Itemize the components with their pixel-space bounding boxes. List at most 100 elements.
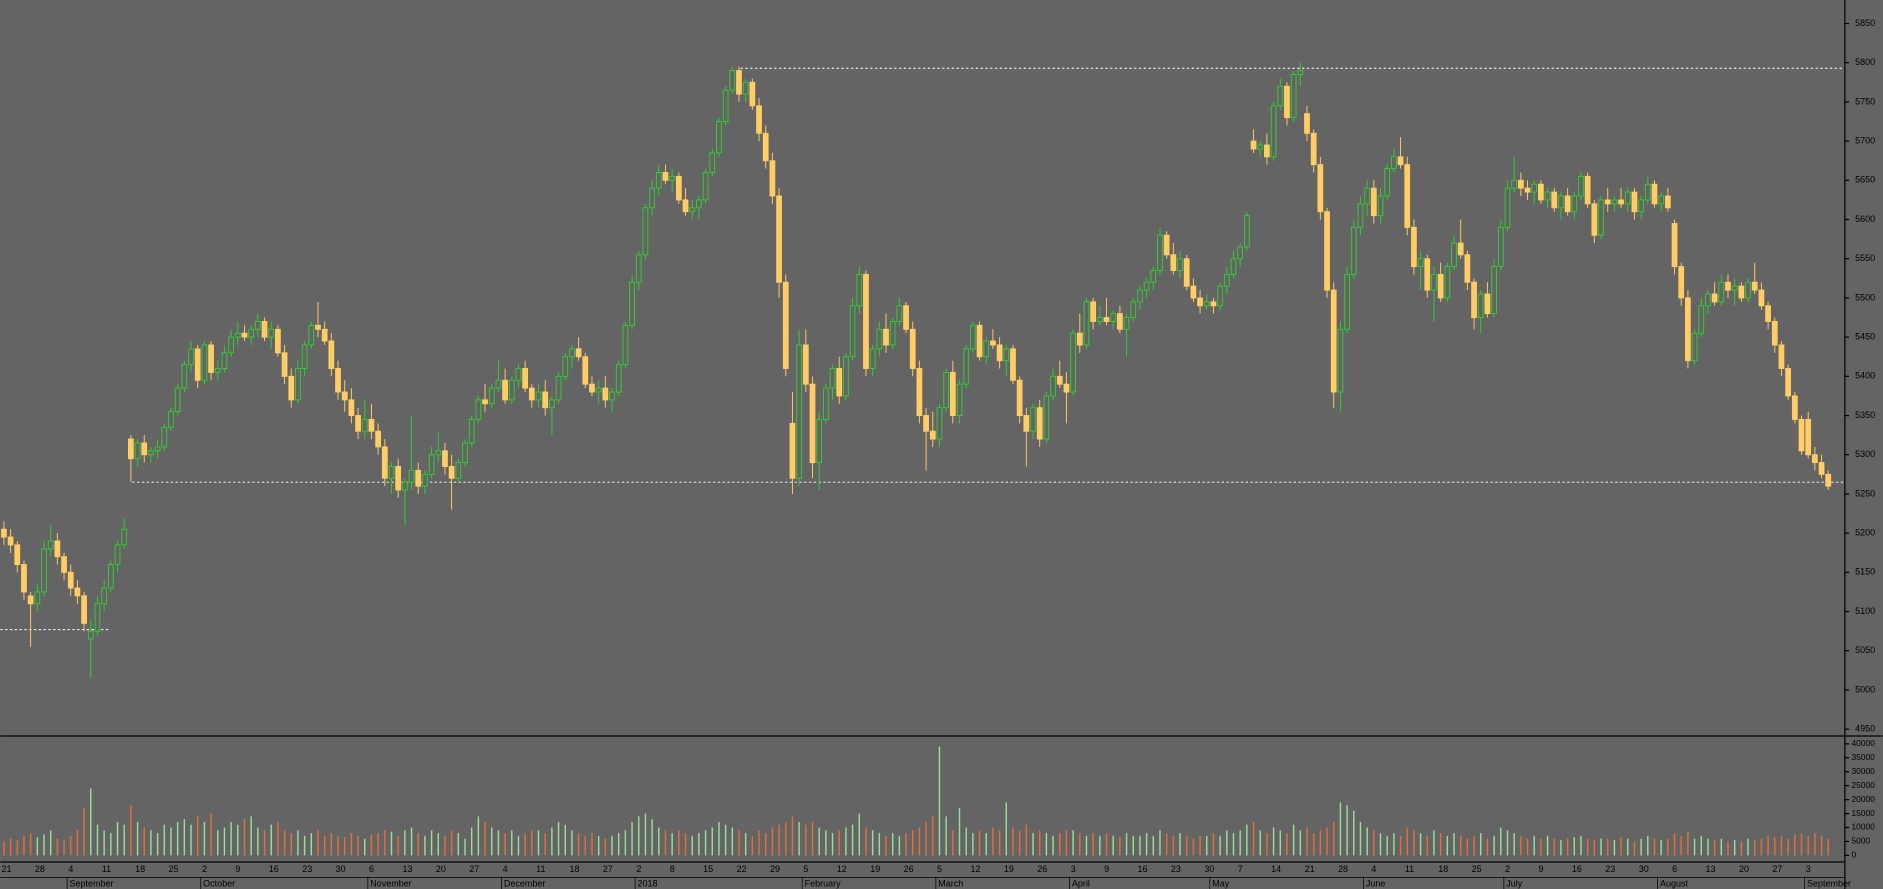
volume-bar bbox=[1593, 840, 1596, 856]
volume-bar bbox=[878, 833, 881, 856]
volume-bar bbox=[430, 830, 433, 856]
candle-body bbox=[1484, 293, 1491, 315]
x-tick-label: 26 bbox=[1037, 864, 1047, 874]
candle-body bbox=[395, 466, 402, 491]
candle-body bbox=[863, 273, 869, 369]
candle-body bbox=[94, 603, 101, 632]
volume-bar bbox=[651, 819, 653, 856]
volume-bar bbox=[290, 833, 292, 856]
x-tick-label: 11 bbox=[536, 864, 545, 874]
candle-body bbox=[562, 356, 569, 377]
x-tick-label: 5 bbox=[803, 864, 808, 874]
x-tick-label: 28 bbox=[1338, 864, 1348, 874]
candle-body bbox=[1504, 187, 1511, 228]
volume-bar bbox=[851, 824, 854, 856]
volume-bar bbox=[631, 821, 633, 856]
volume-bar bbox=[116, 821, 119, 856]
volume-bar bbox=[758, 830, 760, 856]
volume-bar bbox=[1272, 827, 1275, 856]
candle-body bbox=[168, 411, 174, 428]
candle-body bbox=[716, 121, 722, 154]
volume-bar bbox=[1566, 838, 1569, 856]
volume-bar bbox=[103, 830, 105, 856]
volume-bar bbox=[16, 840, 18, 856]
volume-bar bbox=[190, 824, 192, 856]
candle-body bbox=[148, 450, 154, 456]
volume-bar bbox=[891, 833, 894, 856]
volume-bar bbox=[1353, 810, 1355, 856]
candle-body bbox=[21, 564, 27, 593]
volume-bar bbox=[1326, 827, 1328, 856]
candle-body bbox=[1811, 454, 1818, 464]
candle-body bbox=[1036, 407, 1043, 440]
candle-body bbox=[488, 387, 495, 405]
x-tick-label: 23 bbox=[1171, 864, 1181, 874]
candle-body bbox=[275, 328, 281, 354]
volume-bar bbox=[330, 833, 333, 856]
candle-body bbox=[1063, 383, 1070, 393]
volume-bar bbox=[537, 830, 540, 856]
x-tick-label: 21 bbox=[1305, 864, 1315, 874]
candle-body bbox=[214, 368, 221, 373]
candle-body bbox=[1524, 187, 1531, 193]
volume-bar bbox=[1306, 827, 1308, 856]
volume-bar bbox=[1399, 835, 1402, 856]
volume-bar bbox=[684, 833, 687, 856]
candle-body bbox=[575, 348, 582, 358]
volume-bar bbox=[457, 833, 460, 856]
volume-bar bbox=[1520, 835, 1522, 856]
candle-body bbox=[1076, 332, 1083, 346]
volume-bar bbox=[230, 821, 232, 856]
candle-body bbox=[401, 481, 408, 491]
candle-body bbox=[208, 344, 214, 373]
candle-body bbox=[1544, 191, 1551, 201]
volume-bar bbox=[1059, 833, 1061, 856]
volume-panel bbox=[3, 746, 1829, 856]
candle-body bbox=[428, 454, 435, 475]
x-tick-label: 7 bbox=[1238, 864, 1243, 874]
candle-body bbox=[1337, 328, 1344, 393]
volume-bar bbox=[885, 835, 887, 856]
candle-body bbox=[1778, 344, 1785, 369]
volume-bar bbox=[1727, 841, 1729, 856]
candle-body bbox=[809, 383, 816, 464]
volume-bar bbox=[1045, 833, 1048, 856]
x-tick-label: 19 bbox=[1004, 864, 1014, 874]
volume-bar bbox=[1072, 830, 1074, 856]
volume-bar bbox=[1252, 821, 1255, 856]
volume-bar bbox=[1139, 835, 1141, 856]
volume-bar bbox=[1012, 827, 1014, 856]
candle-body bbox=[903, 305, 909, 330]
volume-bar bbox=[551, 827, 553, 856]
candle-body bbox=[936, 407, 943, 440]
volume-bar bbox=[377, 833, 379, 856]
candle-body bbox=[1818, 462, 1825, 475]
candle-body bbox=[495, 379, 502, 389]
volume-bar bbox=[303, 835, 306, 856]
candle-body bbox=[1477, 293, 1484, 319]
candle-body bbox=[749, 81, 756, 107]
candle-body bbox=[1791, 395, 1798, 420]
volume-bar bbox=[1246, 824, 1248, 856]
candle-body bbox=[976, 324, 983, 358]
candle-body bbox=[996, 344, 1003, 362]
candle-body bbox=[502, 379, 508, 401]
volume-bar bbox=[644, 813, 647, 856]
volume-bar bbox=[1540, 838, 1542, 856]
x-tick-label: 3 bbox=[1071, 864, 1076, 874]
y-tick-label: 5150 bbox=[1855, 567, 1875, 577]
volume-bar bbox=[1346, 805, 1348, 856]
volume-bar bbox=[1319, 830, 1322, 856]
volume-bar bbox=[1018, 830, 1021, 856]
volume-bar bbox=[470, 827, 473, 856]
candle-body bbox=[341, 391, 348, 401]
candle-body bbox=[1, 528, 7, 538]
volume-bar bbox=[865, 827, 867, 856]
month-label: September bbox=[1807, 879, 1851, 889]
volume-bar bbox=[571, 830, 573, 856]
candle-body bbox=[1270, 105, 1277, 158]
month-label: September bbox=[70, 879, 114, 889]
volume-bar bbox=[785, 821, 787, 856]
volume-bar bbox=[1633, 841, 1636, 856]
